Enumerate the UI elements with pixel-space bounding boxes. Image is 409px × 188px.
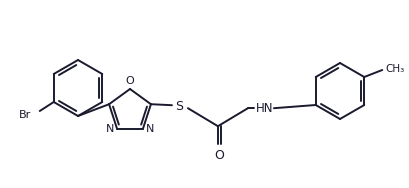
Text: Br: Br [18, 110, 31, 120]
Text: HN: HN [256, 102, 274, 115]
Text: CH₃: CH₃ [385, 64, 405, 74]
Text: O: O [126, 76, 135, 86]
Text: N: N [146, 124, 154, 134]
Text: O: O [214, 149, 225, 162]
Text: S: S [175, 100, 183, 113]
Text: N: N [106, 124, 114, 134]
